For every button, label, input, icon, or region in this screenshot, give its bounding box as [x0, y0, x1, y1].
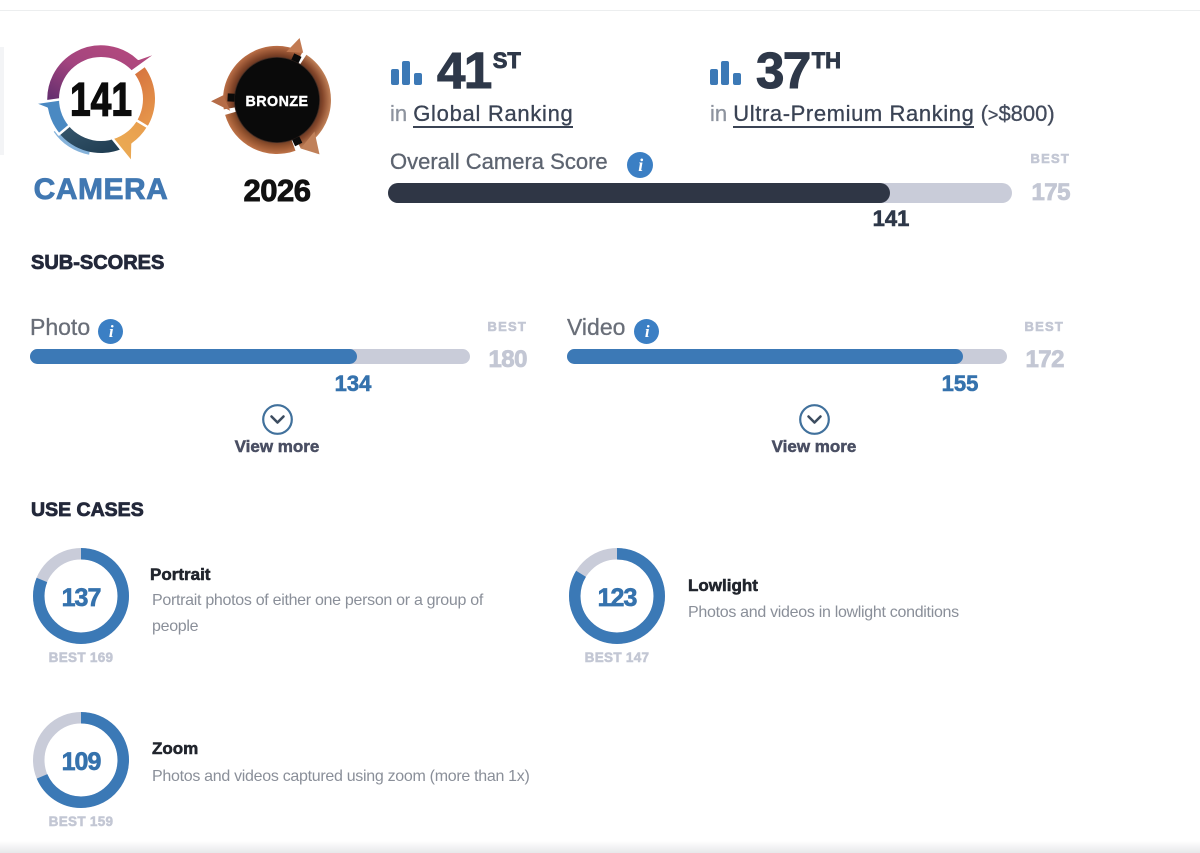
svg-text:i: i: [109, 322, 114, 341]
svg-text:i: i: [645, 322, 650, 341]
svg-text:141: 141: [70, 73, 132, 126]
svg-text:BRONZE: BRONZE: [246, 93, 309, 110]
svg-text:i: i: [638, 155, 643, 175]
